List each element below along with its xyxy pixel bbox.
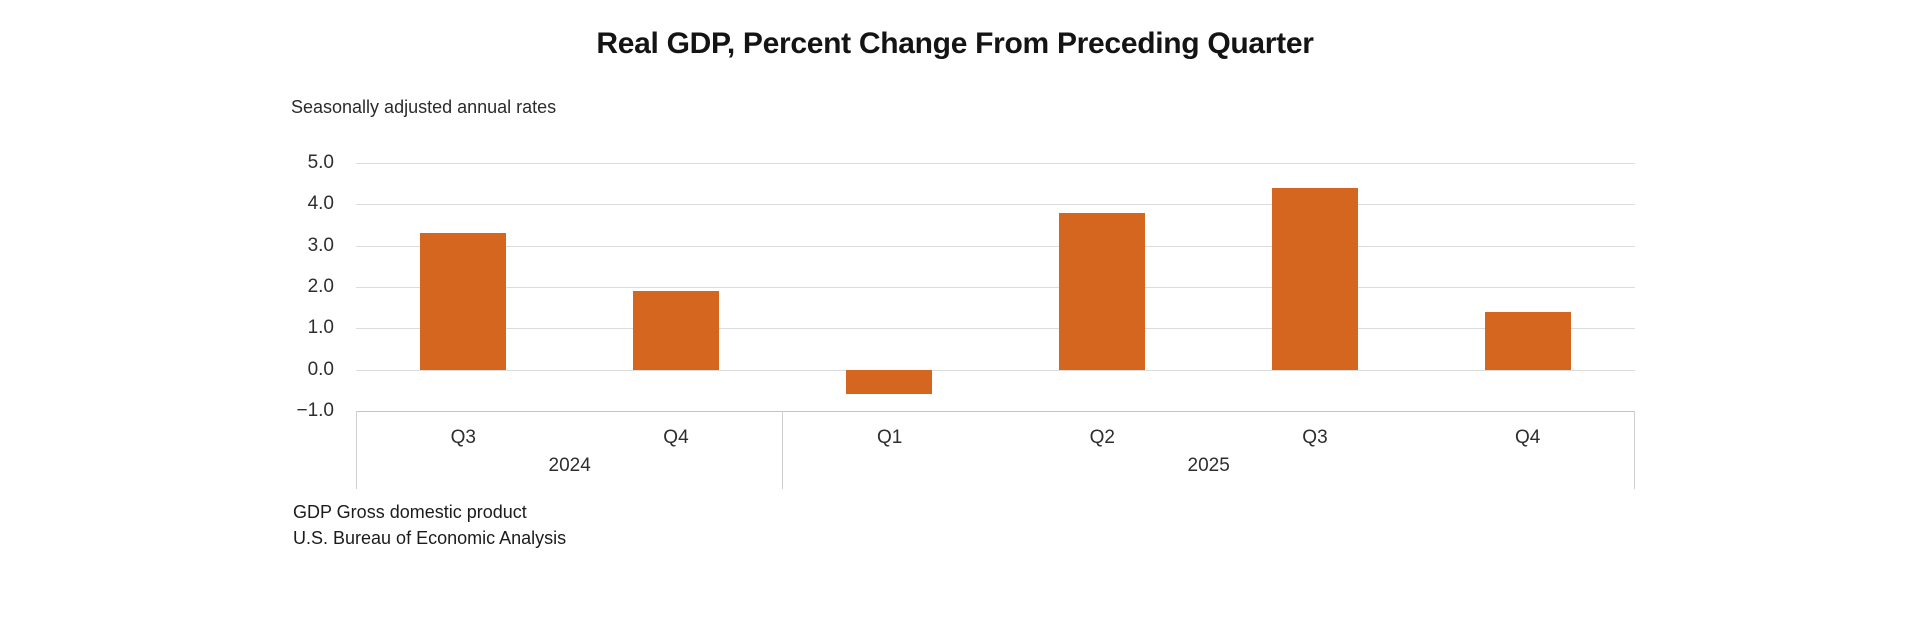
y-axis-tick-label: 5.0 [307, 152, 334, 173]
bar-2025-q1 [845, 369, 932, 395]
y-axis-tick-label: 2.0 [307, 276, 334, 297]
footnotes: GDP Gross domestic product U.S. Bureau o… [293, 499, 566, 551]
quarter-label-row: Q1 Q2 Q3 Q4 [783, 411, 1634, 455]
year-label-2025: 2025 [1187, 455, 1230, 476]
x-axis-tick-label-2024-q3: Q3 [450, 427, 476, 448]
gridline [356, 287, 1635, 288]
gridline [356, 245, 1635, 247]
x-axis-group-2024: Q3 Q4 2024 [356, 411, 782, 489]
x-axis-band: Q3 Q4 2024 Q1 Q2 Q3 Q4 2025 [356, 411, 1635, 489]
bar-2025-q3 [1272, 187, 1359, 370]
gridline [356, 163, 1635, 164]
y-axis-tick-label: 1.0 [307, 317, 334, 339]
gridline [356, 328, 1635, 330]
x-axis-line [356, 411, 1635, 412]
bar-2024-q4 [632, 291, 719, 370]
x-axis-tick-label-2024-q4: Q4 [663, 427, 689, 448]
x-axis-tick-label-2025-q4: Q4 [1514, 427, 1541, 448]
x-axis-group-2025: Q1 Q2 Q3 Q4 2025 [782, 411, 1635, 489]
y-axis-tick-label: 3.0 [307, 234, 334, 256]
y-axis-tick-label: −1.0 [296, 400, 334, 421]
x-axis-tick-label-2025-q1: Q1 [876, 427, 903, 448]
footnote-source: U.S. Bureau of Economic Analysis [293, 528, 567, 548]
quarter-label-row: Q3 Q4 [357, 411, 782, 455]
chart-title: Real GDP, Percent Change From Preceding … [596, 27, 1314, 60]
gridline [356, 204, 1635, 206]
footnote-gdp-definition: GDP Gross domestic product [293, 502, 527, 522]
x-axis-tick-label-2025-q3: Q3 [1302, 427, 1328, 448]
x-axis-tick-label-2025-q2: Q2 [1089, 427, 1115, 448]
year-label-2024: 2024 [548, 455, 591, 476]
y-axis-tick-label: 0.0 [307, 358, 334, 380]
bar-2024-q3 [419, 233, 506, 370]
y-axis-tick-label: 4.0 [307, 193, 334, 215]
chart-subtitle: Seasonally adjusted annual rates [291, 97, 557, 117]
plot-area: 5.0 4.0 3.0 2.0 1.0 0.0 −1.0 [296, 152, 1635, 421]
gridline [356, 369, 1635, 371]
bar-2025-q2 [1059, 212, 1146, 370]
bar-2025-q4 [1485, 311, 1572, 370]
